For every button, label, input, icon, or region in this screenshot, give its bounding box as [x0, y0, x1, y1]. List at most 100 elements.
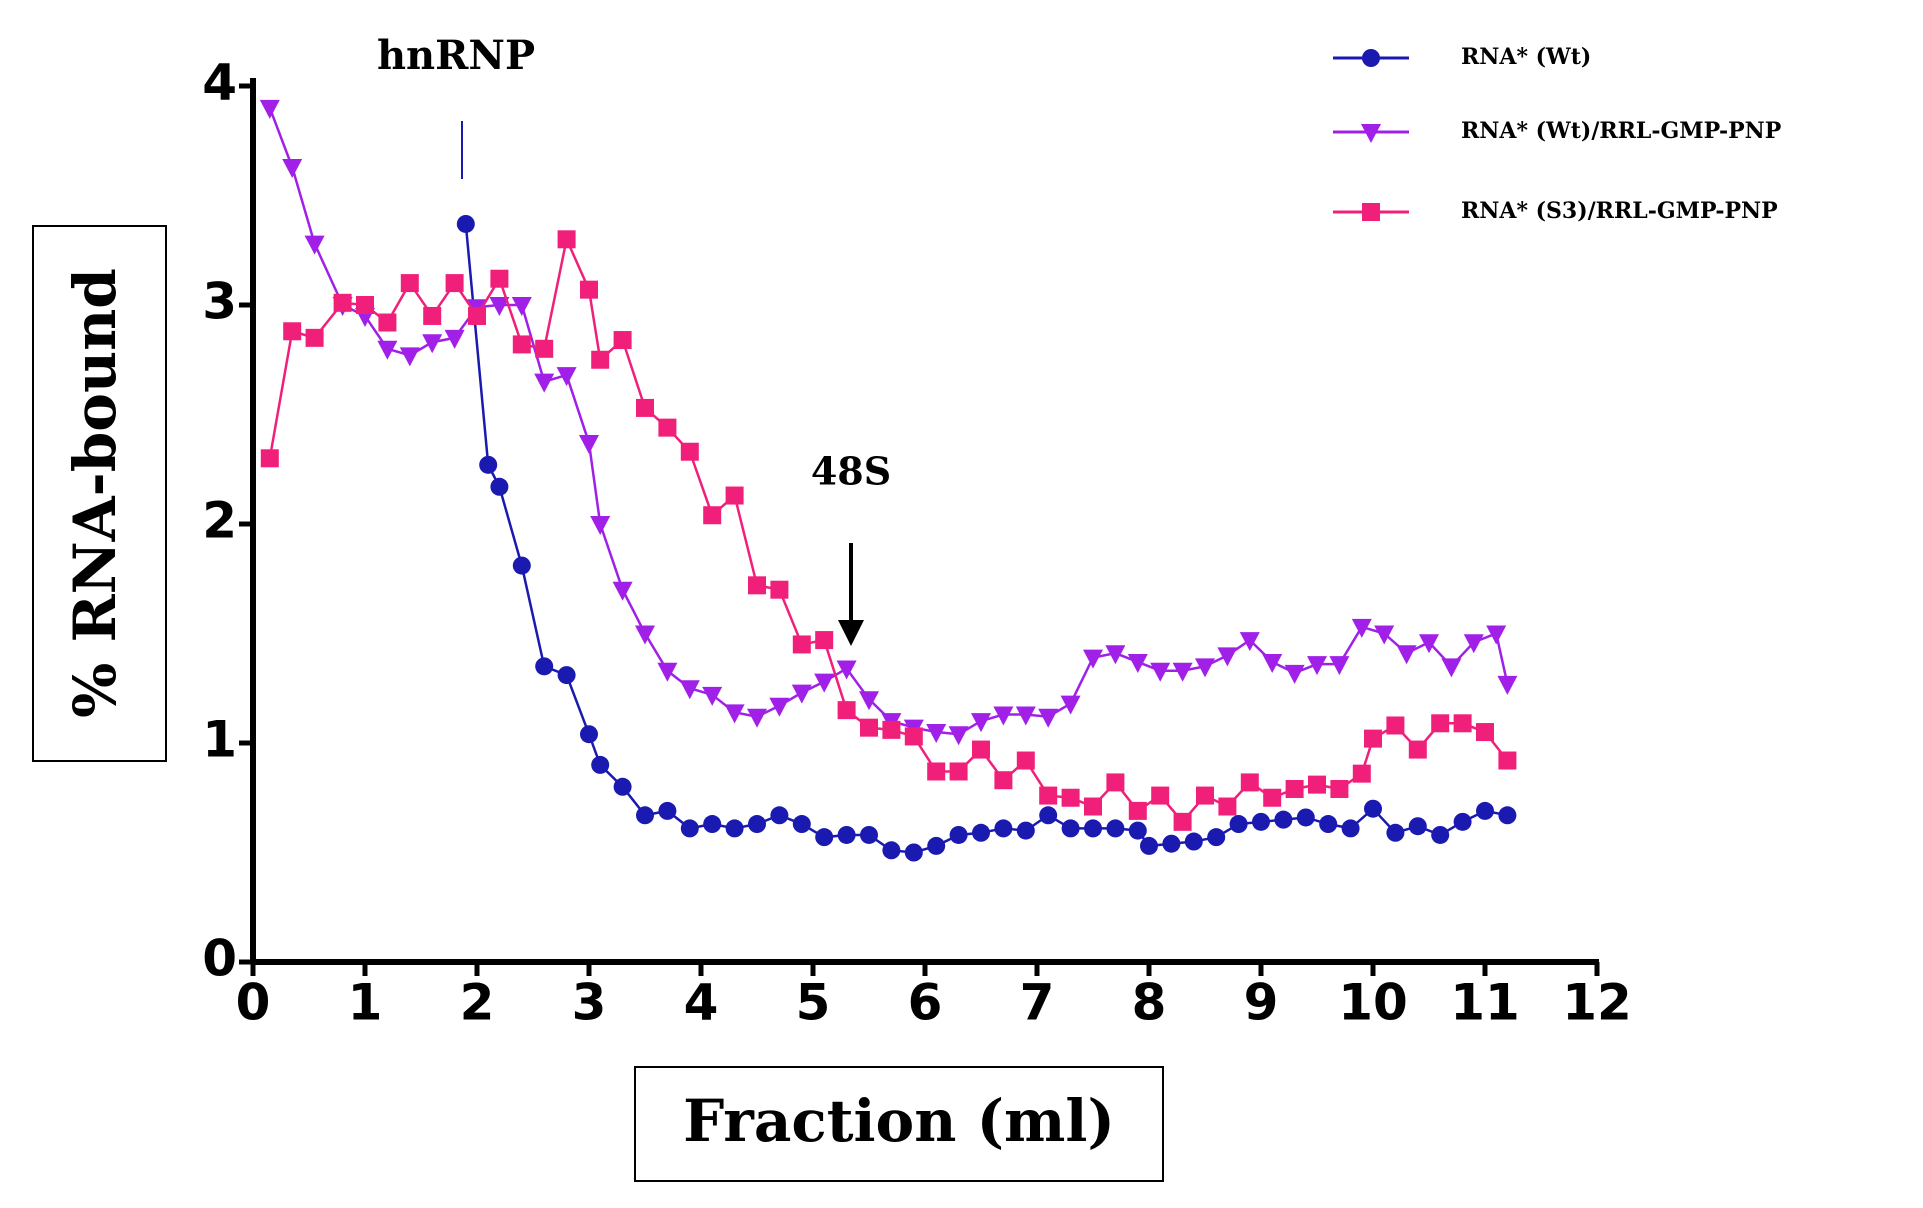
data-point	[1084, 797, 1102, 816]
x-tick-label: 8	[1132, 974, 1167, 1032]
data-point	[725, 819, 744, 838]
data-point	[612, 581, 633, 601]
data-point	[557, 230, 576, 249]
data-point	[747, 708, 767, 728]
legend-marker	[1361, 124, 1381, 143]
data-point	[770, 806, 789, 825]
data-point	[904, 727, 923, 746]
data-point	[1038, 708, 1059, 728]
data-point	[1239, 632, 1260, 652]
data-point	[904, 843, 923, 862]
data-point	[1217, 647, 1238, 667]
data-point	[468, 306, 486, 325]
data-point	[1498, 806, 1517, 825]
data-point	[490, 269, 509, 288]
data-point	[1229, 815, 1248, 834]
data-point	[512, 556, 531, 575]
legend-label: RNA* (Wt)	[1461, 44, 1591, 70]
data-point	[815, 828, 834, 847]
data-point	[860, 718, 878, 737]
data-point	[1016, 751, 1035, 770]
data-point	[1441, 658, 1462, 678]
annotation: 48S	[811, 449, 891, 494]
data-point	[260, 449, 279, 468]
data-point	[1084, 819, 1102, 838]
y-tick-label: 0	[202, 930, 237, 988]
data-point	[994, 819, 1013, 838]
data-point	[837, 701, 856, 720]
data-point	[636, 806, 654, 825]
data-point	[993, 706, 1014, 726]
data-point	[1128, 801, 1147, 820]
data-point	[423, 306, 442, 325]
data-point	[769, 697, 790, 717]
data-point	[1140, 836, 1158, 855]
data-point	[1128, 821, 1147, 840]
data-point	[636, 398, 654, 417]
data-point	[836, 660, 857, 680]
data-point	[948, 726, 969, 746]
data-point	[725, 486, 744, 505]
data-point	[259, 99, 280, 119]
data-point	[1364, 729, 1382, 748]
data-point	[703, 506, 722, 525]
legend-label: RNA* (S3)/RRL-GMP-PNP	[1461, 198, 1778, 224]
y-axis-label: % RNA-bound	[61, 268, 129, 718]
data-point	[1184, 832, 1203, 851]
data-point	[1060, 695, 1081, 715]
data-point	[590, 516, 611, 535]
data-point	[702, 686, 723, 706]
data-point	[859, 691, 879, 711]
data-point	[1039, 786, 1058, 805]
x-axis-label: Fraction (ml)	[683, 1087, 1115, 1155]
data-point	[613, 331, 632, 350]
data-point	[1284, 664, 1305, 684]
data-point	[972, 740, 990, 759]
data-point	[557, 666, 576, 685]
data-point	[535, 657, 554, 676]
data-point	[1106, 773, 1125, 792]
data-point	[1307, 656, 1327, 676]
data-point	[1061, 788, 1080, 807]
x-tick-label: 2	[460, 974, 495, 1032]
data-point	[994, 771, 1013, 790]
y-tick-label: 2	[202, 492, 237, 550]
data-point	[556, 367, 577, 387]
data-point	[1252, 812, 1270, 831]
y-tick-label: 1	[202, 711, 237, 769]
data-point	[949, 762, 968, 781]
y-tick-label: 3	[202, 273, 237, 331]
data-point	[837, 825, 856, 844]
series-line	[268, 107, 1509, 736]
data-point	[635, 625, 655, 645]
x-tick-label: 6	[908, 974, 943, 1032]
data-point	[680, 442, 699, 461]
data-point	[445, 274, 464, 293]
x-tick-label: 0	[236, 974, 271, 1032]
data-point	[1396, 645, 1417, 665]
data-point	[1351, 618, 1372, 638]
data-point	[378, 313, 397, 332]
x-label-box	[634, 1066, 1164, 1182]
data-point	[512, 335, 531, 354]
y-label-box	[32, 225, 167, 762]
y-tick-label: 4	[202, 54, 237, 112]
x-tick-label: 3	[572, 974, 607, 1032]
data-point	[792, 635, 811, 654]
data-point	[400, 274, 419, 293]
data-point	[1195, 658, 1215, 678]
data-point	[305, 328, 324, 347]
x-tick-label: 10	[1338, 974, 1408, 1032]
data-point	[658, 418, 677, 437]
data-point	[1352, 764, 1371, 783]
data-point	[1476, 801, 1494, 820]
data-point	[1207, 828, 1226, 847]
data-point	[399, 347, 420, 367]
data-point	[1408, 817, 1427, 836]
data-point	[860, 825, 878, 844]
data-point	[489, 297, 510, 316]
data-point	[1431, 714, 1450, 733]
data-point	[1106, 819, 1125, 838]
data-point	[971, 713, 991, 733]
data-point	[882, 720, 901, 739]
